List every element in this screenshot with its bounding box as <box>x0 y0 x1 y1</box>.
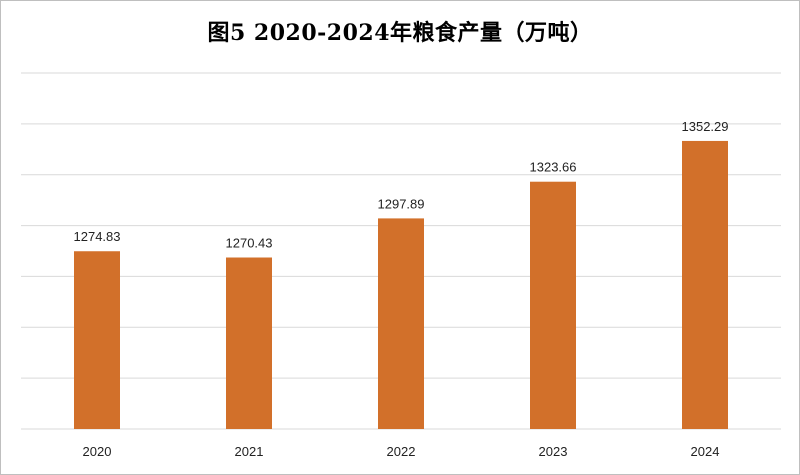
value-label-2023: 1323.66 <box>530 160 577 175</box>
chart-title: 图5 2020-2024年粮食产量（万吨） <box>207 20 593 46</box>
x-tick-label-2020: 2020 <box>83 444 112 459</box>
bar-series <box>74 140 728 430</box>
value-labels: 1274.83 1270.43 1297.89 1323.66 1352.29 <box>74 119 729 251</box>
bar-2024 <box>682 140 728 430</box>
bar-2021 <box>226 257 272 429</box>
value-label-2024: 1352.29 <box>682 119 729 134</box>
x-tick-label-2023: 2023 <box>539 444 568 459</box>
bar-2023 <box>530 181 576 429</box>
x-tick-label-2024: 2024 <box>691 444 720 459</box>
value-label-2021: 1270.43 <box>226 236 273 251</box>
value-label-2022: 1297.89 <box>378 196 425 211</box>
x-tick-label-2021: 2021 <box>235 444 264 459</box>
bar-2020 <box>74 251 120 429</box>
x-axis-tick-labels: 2020 2021 2022 2023 2024 <box>83 444 720 459</box>
bar-2022 <box>378 218 424 429</box>
value-label-2020: 1274.83 <box>74 229 121 244</box>
x-tick-label-2022: 2022 <box>387 444 416 459</box>
